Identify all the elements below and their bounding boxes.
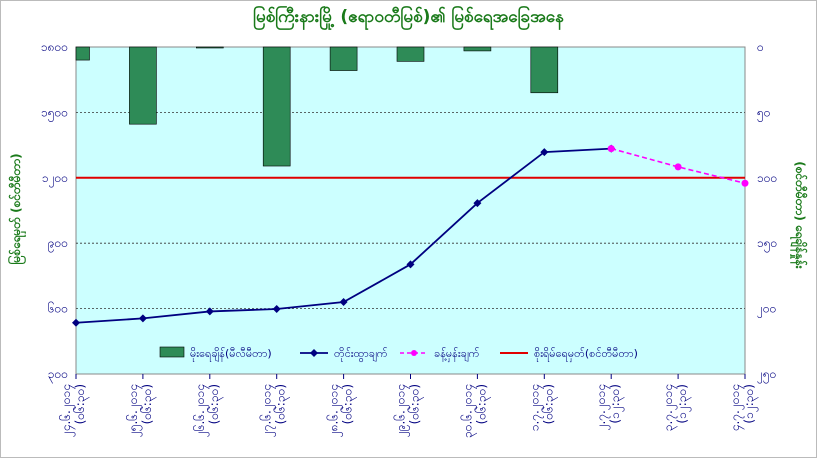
- rainfall-bar: [530, 46, 559, 94]
- x-tick-label: ၂၆.၆.၂၀၁၄ (၀၆:၃၀): [192, 384, 224, 437]
- x-tick-label: ၂.၇.၂၀၁၄ (၁၂:၃၀): [594, 384, 625, 430]
- legend-label-measured: တိုင်းထွာချက်: [334, 347, 388, 362]
- forecast-line: [610, 147, 746, 185]
- measured-point: [205, 307, 214, 316]
- x-tick-label-time: (၀၆:၃၀): [540, 384, 558, 424]
- x-tick-label: ၃၀.၆.၂၀၁၄ (၀၆:၃၀): [459, 384, 491, 438]
- y-tick-label-left: ၃၀၀: [48, 367, 68, 384]
- measured-point: [138, 314, 147, 323]
- rainfall-bars: [75, 46, 559, 167]
- y-tick-label-left: ၁၈၀၀: [41, 40, 68, 54]
- measured-point: [540, 148, 549, 157]
- x-tick-label-time: (၀၆:၃၀): [340, 384, 358, 424]
- plot-area: [75, 46, 746, 375]
- x-tick-label-time: (၀၆:၃၀): [139, 384, 157, 424]
- x-tick-label: ၁.၇.၂၀၁၄ (၀၆:၃၀): [527, 384, 558, 431]
- y-tick-label-right: ၁၀၀: [757, 171, 777, 185]
- legend-swatch-rainfall: [159, 346, 185, 358]
- rainfall-bar: [329, 46, 358, 71]
- y-tick-label-right: ၂၅၀: [757, 367, 776, 384]
- y-tick-label-left: ၉၀၀: [48, 236, 68, 253]
- x-tick-label-time: (၁၂:၃၀): [608, 384, 625, 424]
- rainfall-bar: [463, 46, 492, 52]
- legend: မိုးရေချိန်(မီလီမီတာ) တိုင်းထွာချက် ခန့်မှ…: [159, 346, 638, 362]
- x-tick-label-date: ၂၆.၆.၂၀၁၄: [192, 384, 210, 437]
- measured-point: [339, 298, 348, 307]
- legend-label-rainfall: မိုးရေချိန်(မီလီမီတာ): [190, 347, 272, 362]
- forecast-point: [607, 145, 615, 153]
- y-tick-label-right: ၁၅၀: [757, 236, 777, 253]
- x-tick-label-date: ၃၀.၆.၂၀၁၄: [459, 384, 477, 438]
- legend-label-forecast: ခန့်မှန်းချက်: [434, 347, 480, 362]
- y-tick-label-left: ၆၀၀: [48, 301, 68, 316]
- forecast-point: [674, 163, 682, 171]
- x-tick-label-date: ၂၈.၆.၂၀၁၄: [326, 384, 344, 437]
- x-tick-label-date: ၃.၇.၂၀၁၄: [661, 384, 678, 431]
- legend-label-danger: စိုးရိမ်ရေမှတ်(စင်တီမီတာ): [534, 347, 638, 362]
- x-tick-label: ၂၇.၆.၂၀၁၄ (၀၆:၃၀): [259, 384, 291, 437]
- x-tick-label-time: (၀၆:၃၀): [473, 384, 491, 424]
- y-tick-label-right: ၀: [757, 40, 764, 54]
- measured-point: [473, 199, 482, 208]
- x-tick-label-time: (၁၂:၃၀): [742, 384, 759, 424]
- measured-point: [72, 318, 80, 327]
- x-tick-label-date: ၂.၇.၂၀၁၄: [594, 384, 611, 430]
- x-tick-label-time: (၀၆:၃၀): [407, 384, 425, 424]
- y-tick-label-left: ၁၅၀၀: [41, 105, 68, 122]
- rainfall-bar: [262, 46, 291, 167]
- axes: ၃၀၀ ၆၀၀ ၉၀၀ ၁၂၀၀ ၁၅၀၀ ၁၈၀၀ ၀၅၀၁၀၀၁၅၀၂၀၀၂၅၀၂၄.၆…: [41, 40, 777, 438]
- x-tick-label-time: (၀၆:၃၀): [273, 384, 291, 424]
- forecast-point: [741, 179, 749, 187]
- x-tick-label-date: ၂၇.၆.၂၀၁၄: [259, 384, 277, 437]
- measured-point: [272, 305, 281, 314]
- rainfall-bar: [396, 46, 425, 62]
- legend-marker-forecast: [411, 350, 417, 356]
- x-tick-label-date: ၁.၇.၂၀၁၄: [527, 384, 544, 431]
- x-tick-label-date: ၄.၇.၂၀၁၄: [728, 384, 745, 431]
- legend-marker-measured: [310, 349, 318, 357]
- x-tick-label-time: (၁၂:၃၀): [675, 384, 692, 424]
- y-tick-label-right: ၂၀၀: [757, 302, 776, 319]
- y-tick-label-right: ၅၀: [757, 105, 771, 122]
- x-tick-label: ၄.၇.၂၀၁၄ (၁၂:၃၀): [728, 384, 759, 431]
- chart-title: မြစ်ကြီးနားမြို့ (ဧရာဝတီမြစ်)၏ မြစ်ရေအခြ…: [253, 7, 564, 27]
- series-lines: [72, 144, 749, 327]
- rainfall-bar: [129, 46, 157, 125]
- x-tick-label: ၂၄.၆.၂၀၁၄ (၀၆:၃၀): [58, 384, 90, 437]
- x-tick-label-date: ၂၄.၆.၂၀၁၄: [58, 384, 76, 437]
- x-tick-label: ၂၅.၆.၂၀၁၄ (၀၆:၃၀): [125, 384, 157, 437]
- x-tick-label: ၂၈.၆.၂၀၁၄ (၀၆:၃၀): [326, 384, 358, 437]
- x-tick-label-date: ၂၅.၆.၂၀၁၄: [125, 384, 143, 437]
- x-tick-label-date: ၂၉.၆.၂၀၁၄: [393, 384, 411, 437]
- measured-point: [406, 260, 415, 269]
- rainfall-bar: [75, 46, 90, 61]
- x-tick-label: ၃.၇.၂၀၁၄ (၁၂:၃၀): [661, 384, 692, 431]
- rainfall-bar: [196, 46, 224, 49]
- x-tick-label-time: (၀၆:၃၀): [206, 384, 224, 424]
- y-tick-label-left: ၁၂၀၀: [42, 171, 68, 188]
- x-tick-label-time: (၀၆:၃၀): [72, 384, 90, 424]
- x-tick-label: ၂၉.၆.၂၀၁၄ (၀၆:၃၀): [393, 384, 425, 437]
